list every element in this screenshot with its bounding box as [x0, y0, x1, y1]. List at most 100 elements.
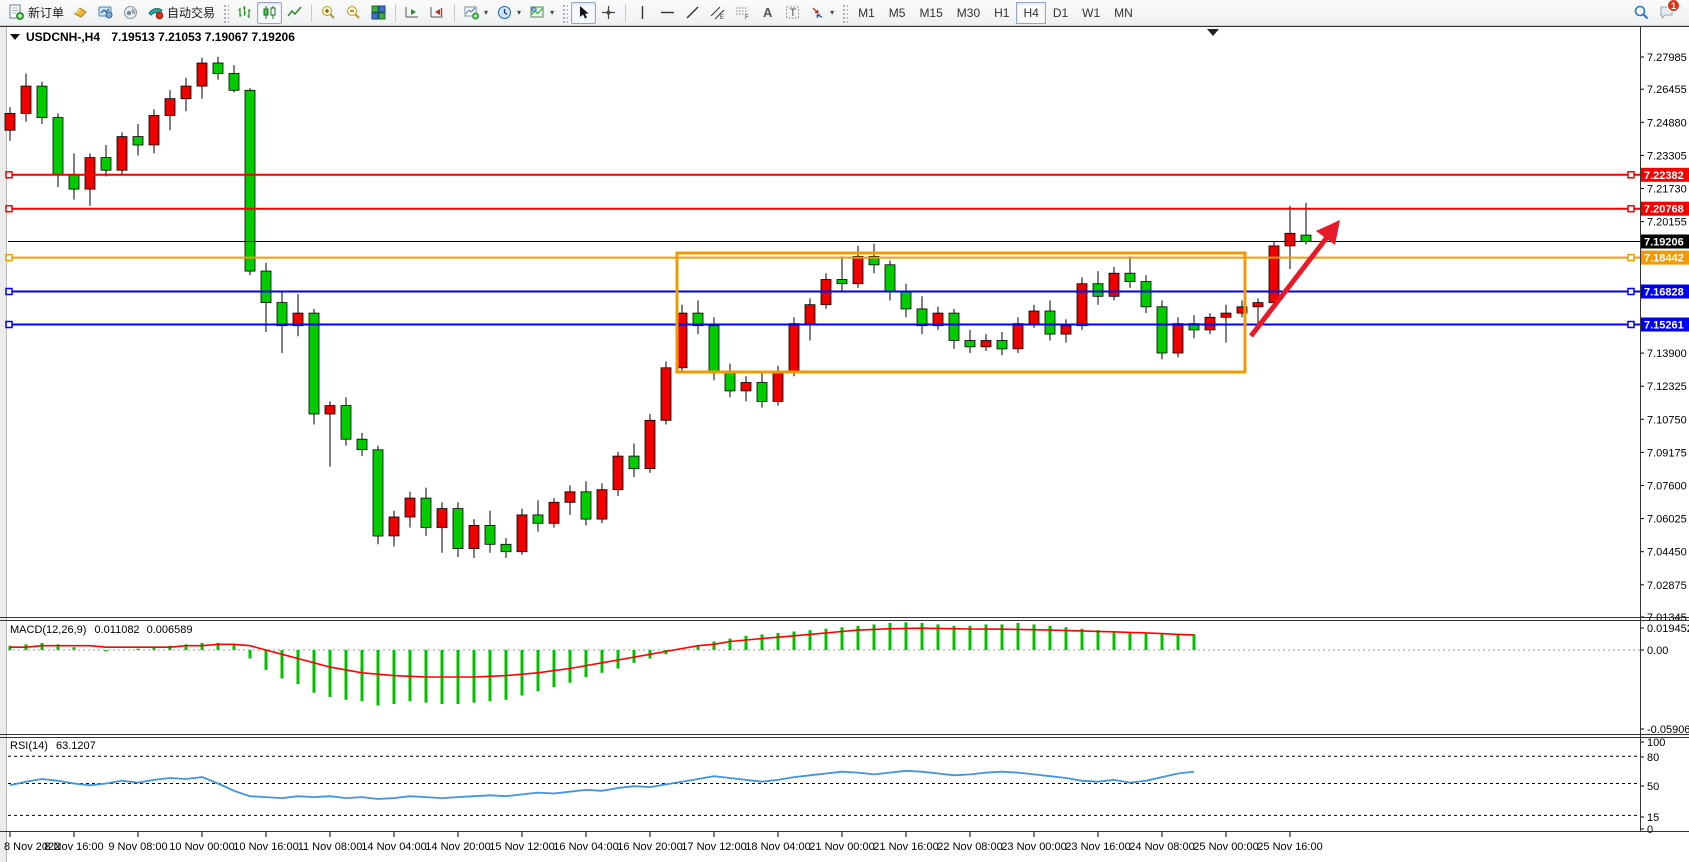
bearish-candle[interactable] — [36, 85, 48, 118]
chart-shift-marker[interactable] — [1207, 29, 1219, 36]
equidistant-channel-button[interactable]: E — [705, 2, 730, 24]
timeframe-w1[interactable]: W1 — [1082, 5, 1101, 20]
bearish-candle[interactable] — [756, 382, 768, 402]
tile-windows-button[interactable] — [366, 2, 391, 24]
bearish-candle[interactable] — [868, 255, 880, 266]
bearish-candle[interactable] — [964, 340, 976, 348]
timeframe-m30[interactable]: M30 — [956, 5, 981, 20]
line-handle[interactable] — [1627, 320, 1635, 329]
bearish-candle[interactable] — [1156, 306, 1168, 354]
bullish-candle[interactable] — [116, 136, 128, 171]
bearish-candle[interactable] — [260, 270, 272, 304]
bearish-candle[interactable] — [452, 508, 464, 549]
cursor-button[interactable] — [571, 1, 597, 24]
line-handle[interactable] — [5, 287, 13, 296]
new-order-button[interactable]: 新订单 — [4, 2, 68, 24]
bearish-candle[interactable] — [724, 371, 736, 392]
timeframe-m5[interactable]: M5 — [888, 5, 906, 20]
crosshair-button[interactable] — [596, 2, 621, 24]
zoom-out-button[interactable] — [341, 2, 366, 24]
bullish-candle[interactable] — [596, 489, 608, 520]
line-handle[interactable] — [5, 204, 13, 213]
consolidation-box[interactable] — [675, 251, 1247, 374]
horizontal-levels[interactable] — [5, 171, 1640, 329]
line-handle[interactable] — [1627, 253, 1635, 262]
line-handle[interactable] — [5, 171, 13, 179]
bullish-candle[interactable] — [404, 497, 416, 518]
bullish-candle[interactable] — [1028, 310, 1040, 325]
pane-separators[interactable] — [0, 27, 1689, 832]
line-chart-button[interactable] — [282, 2, 307, 24]
bullish-candle[interactable] — [468, 525, 480, 549]
bearish-candle[interactable] — [916, 308, 928, 327]
bearish-candle[interactable] — [1140, 281, 1152, 308]
bullish-candle[interactable] — [1236, 306, 1248, 314]
bearish-candle[interactable] — [420, 497, 432, 528]
bullish-candle[interactable] — [196, 62, 208, 87]
macd-pane[interactable]: 0.019452 0.00 -0.059068 — [8, 622, 1689, 736]
auto-scroll-button[interactable] — [400, 2, 425, 24]
bullish-candle[interactable] — [644, 419, 656, 469]
timeframe-m1[interactable]: M1 — [858, 5, 875, 20]
search-icon[interactable] — [1633, 4, 1650, 21]
line-handle[interactable] — [1627, 171, 1635, 179]
bearish-candle[interactable] — [228, 73, 240, 91]
bearish-candle[interactable] — [708, 325, 720, 373]
bearish-candle[interactable] — [948, 312, 960, 341]
bearish-candle[interactable] — [532, 514, 544, 524]
bearish-candle[interactable] — [628, 455, 640, 470]
bearish-candle[interactable] — [1092, 283, 1104, 297]
bullish-candle[interactable] — [516, 514, 528, 553]
bearish-candle[interactable] — [900, 291, 912, 310]
rsi-pane[interactable]: 100 80 50 150 — [8, 737, 1665, 836]
autotrading-button[interactable]: 自动交易 — [143, 2, 219, 24]
bullish-candle[interactable] — [548, 501, 560, 524]
bearish-candle[interactable] — [308, 312, 320, 415]
price-axis[interactable]: 7.27985 7.26455 7.24880 7.23305 7.21730 7.201… — [1640, 52, 1689, 624]
bar-chart-button[interactable] — [232, 2, 257, 24]
templates-button[interactable]: ▾ — [525, 2, 558, 24]
periods-button[interactable]: ▾ — [492, 2, 525, 24]
bearish-candle[interactable] — [276, 302, 288, 327]
line-handle[interactable] — [5, 320, 13, 329]
bearish-candle[interactable] — [340, 405, 352, 440]
timeframe-m15[interactable]: M15 — [919, 5, 943, 20]
timeframe-mn[interactable]: MN — [1114, 5, 1133, 20]
sounds-button[interactable] — [118, 2, 143, 24]
bullish-candle[interactable] — [612, 455, 624, 491]
bullish-candle[interactable] — [1060, 325, 1072, 335]
bearish-candle[interactable] — [580, 491, 592, 520]
candlestick-chart-button[interactable] — [257, 1, 283, 24]
bullish-candle[interactable] — [84, 157, 96, 190]
fibonacci-button[interactable]: F — [730, 2, 755, 24]
annotations-layer[interactable] — [675, 220, 1340, 374]
text-button[interactable]: A — [755, 2, 780, 24]
text-label-button[interactable]: T — [780, 2, 805, 24]
bullish-candle[interactable] — [1172, 323, 1184, 354]
bullish-candle[interactable] — [564, 491, 576, 503]
bullish-candle[interactable] — [436, 508, 448, 528]
bullish-candle[interactable] — [1108, 272, 1120, 297]
toolbar-grip[interactable] — [561, 2, 569, 23]
breakout-arrow-head[interactable] — [1316, 220, 1340, 245]
bullish-candle[interactable] — [1284, 232, 1296, 247]
bearish-candle[interactable] — [996, 340, 1008, 350]
bearish-candle[interactable] — [212, 62, 224, 74]
bullish-candle[interactable] — [788, 323, 800, 373]
bullish-candle[interactable] — [4, 113, 16, 131]
bullish-candle[interactable] — [932, 312, 944, 327]
bullish-candle[interactable] — [852, 255, 864, 285]
bearish-candle[interactable] — [52, 117, 64, 175]
timeframe-h4[interactable]: H4 — [1016, 1, 1046, 24]
bullish-candle[interactable] — [804, 304, 816, 325]
bullish-candle[interactable] — [1220, 312, 1232, 318]
bearish-candle[interactable] — [1044, 310, 1056, 335]
symbol-collapse-icon[interactable] — [10, 34, 20, 40]
bearish-candle[interactable] — [500, 543, 512, 553]
bearish-candle[interactable] — [692, 312, 704, 327]
bullish-candle[interactable] — [388, 516, 400, 537]
bullish-candle[interactable] — [980, 340, 992, 348]
bearish-candle[interactable] — [132, 136, 144, 146]
